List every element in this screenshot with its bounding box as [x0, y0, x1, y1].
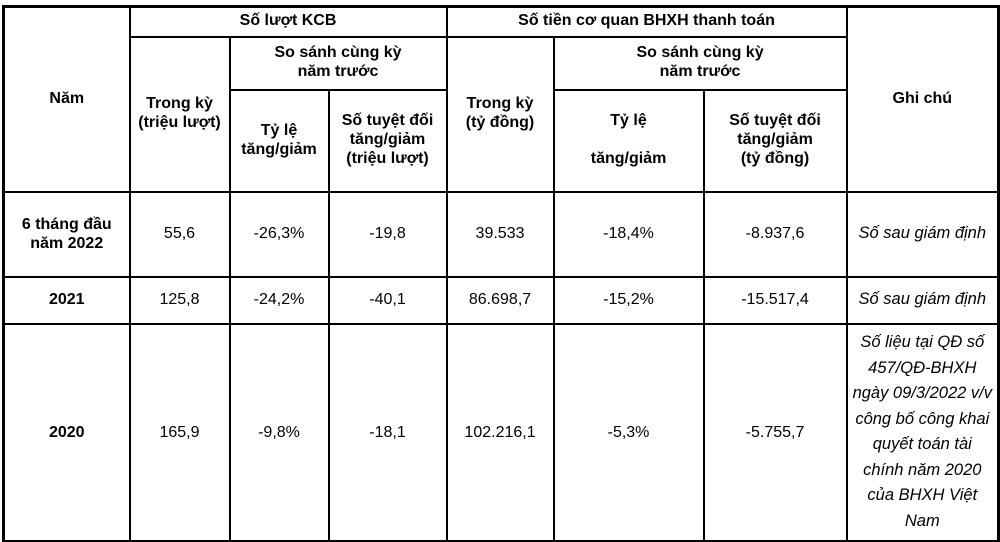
header-ty-le-kcb: Tỷ lệ tăng/giảm: [228, 88, 330, 193]
cell-2020-tien-ty-le: -5,3%: [552, 322, 705, 542]
header-so-tuyet-doi-ty-dong: Số tuyệt đối tăng/giảm (tỷ đồng): [702, 88, 848, 193]
header-nam: Năm: [2, 5, 131, 193]
cell-2020-ghi-chu: Số liệu tại QĐ số 457/QĐ-BHXH ngày 09/3/…: [845, 322, 1000, 542]
header-trong-ky-ty-dong: Trong kỳ (tỷ đồng): [445, 35, 555, 193]
cell-2020-tien-trong-ky: 102.216,1: [445, 322, 555, 542]
header-ty-le-tien: Tỷ lệ tăng/giảm: [552, 88, 705, 193]
header-so-tien-bhxh: Số tiền cơ quan BHXH thanh toán: [445, 5, 848, 38]
cell-2020-kcb-so-tuyet-doi: -18,1: [327, 322, 448, 542]
table-row-2021: 2021 125,8 -24,2% -40,1 86.698,7 -15,2% …: [2, 275, 1000, 325]
cell-2022-tien-ty-le: -18,4%: [552, 190, 705, 278]
header-so-sanh-kcb: So sánh cùng kỳ năm trước: [228, 35, 448, 91]
table-row-6thang2022: 6 tháng đầu năm 2022 55,6 -26,3% -19,8 3…: [2, 190, 1000, 278]
cell-2022-tien-so-tuyet-doi: -8.937,6: [702, 190, 848, 278]
cell-2022-ghi-chu: Số sau giám định: [845, 190, 1000, 278]
cell-2022-kcb-so-tuyet-doi: -19,8: [327, 190, 448, 278]
header-ghi-chu: Ghi chú: [845, 5, 1000, 193]
cell-2021-kcb-ty-le: -24,2%: [228, 275, 330, 325]
row-label-6thang2022: 6 tháng đầu năm 2022: [2, 190, 131, 278]
header-so-sanh-tien: So sánh cùng kỳ năm trước: [552, 35, 848, 91]
header-so-tuyet-doi-trieu-luot: Số tuyệt đối tăng/giảm (triệu lượt): [327, 88, 448, 193]
cell-2022-tien-trong-ky: 39.533: [445, 190, 555, 278]
cell-2020-kcb-ty-le: -9,8%: [228, 322, 330, 542]
cell-2021-kcb-trong-ky: 125,8: [128, 275, 231, 325]
cell-2021-tien-trong-ky: 86.698,7: [445, 275, 555, 325]
cell-2022-kcb-trong-ky: 55,6: [128, 190, 231, 278]
header-so-luot-kcb: Số lượt KCB: [128, 5, 448, 38]
cell-2020-kcb-trong-ky: 165,9: [128, 322, 231, 542]
cell-2021-tien-so-tuyet-doi: -15.517,4: [702, 275, 848, 325]
header-trong-ky-trieu-luot: Trong kỳ (triệu lượt): [128, 35, 231, 193]
cell-2021-tien-ty-le: -15,2%: [552, 275, 705, 325]
row-label-2021: 2021: [2, 275, 131, 325]
cell-2022-kcb-ty-le: -26,3%: [228, 190, 330, 278]
cell-2020-tien-so-tuyet-doi: -5.755,7: [702, 322, 848, 542]
row-label-2020: 2020: [2, 322, 131, 542]
bhxh-kcb-statistics-table: Năm Số lượt KCB Số tiền cơ quan BHXH tha…: [2, 5, 1000, 542]
cell-2021-kcb-so-tuyet-doi: -40,1: [327, 275, 448, 325]
table-row-2020: 2020 165,9 -9,8% -18,1 102.216,1 -5,3% -…: [2, 322, 1000, 542]
cell-2021-ghi-chu: Số sau giám định: [845, 275, 1000, 325]
